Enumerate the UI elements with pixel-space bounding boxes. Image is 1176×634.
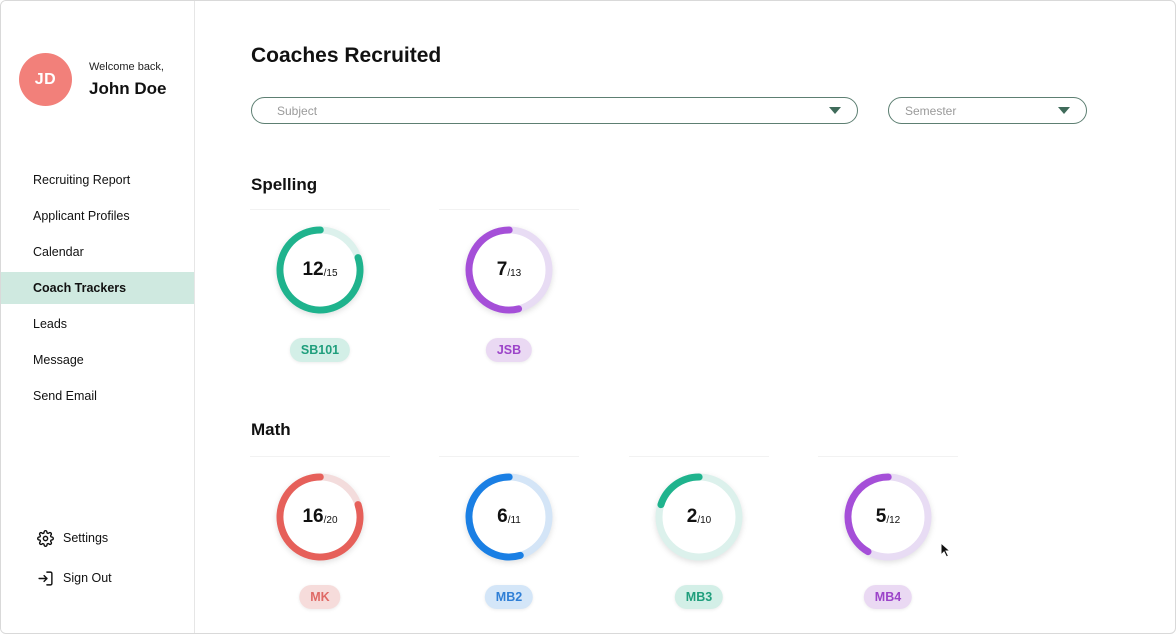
tracker-value: 16/20 — [274, 471, 366, 563]
page-title: Coaches Recruited — [251, 44, 442, 67]
sign-out-button[interactable]: Sign Out — [37, 565, 112, 591]
welcome-text: Welcome back, — [89, 60, 164, 73]
sidebar-item-message[interactable]: Message — [33, 353, 84, 367]
main-content: Coaches Recruited Subject Semester Spell… — [196, 1, 1175, 633]
tracker-card[interactable]: 6/11 MB2 — [439, 456, 579, 622]
chevron-down-icon — [1058, 107, 1070, 114]
tracker-card[interactable]: 12/15 SB101 — [250, 209, 390, 375]
tracker-value: 5/12 — [842, 471, 934, 563]
tracker-value: 6/11 — [463, 471, 555, 563]
sidebar-item-send-email[interactable]: Send Email — [33, 389, 97, 403]
tracker-value: 2/10 — [653, 471, 745, 563]
tracker-code-badge[interactable]: MK — [299, 585, 341, 609]
tracker-count: 16 — [302, 506, 324, 527]
subject-select[interactable]: Subject — [251, 97, 858, 124]
tracker-total: /15 — [323, 267, 338, 279]
user-name: John Doe — [89, 78, 167, 98]
tracker-card[interactable]: 7/13 JSB — [439, 209, 579, 375]
avatar[interactable]: JD — [19, 53, 72, 106]
tracker-count: 12 — [302, 259, 324, 280]
tracker-total: /11 — [507, 514, 521, 526]
progress-ring — [844, 473, 932, 561]
sign-out-label: Sign Out — [63, 571, 112, 585]
tracker-count: 2 — [686, 506, 698, 527]
sidebar-bottom: Settings Sign Out — [37, 525, 112, 605]
tracker-total: /13 — [507, 267, 522, 279]
semester-select[interactable]: Semester — [888, 97, 1087, 124]
tracker-card[interactable]: 2/10 MB3 — [629, 456, 769, 622]
sidebar-item-applicant-profiles[interactable]: Applicant Profiles — [33, 209, 130, 223]
tracker-card[interactable]: 16/20 MK — [250, 456, 390, 622]
tracker-count: 7 — [496, 259, 508, 280]
progress-ring — [465, 473, 553, 561]
progress-arc — [655, 473, 743, 561]
settings-label: Settings — [63, 531, 109, 545]
tracker-count: 5 — [875, 506, 887, 527]
settings-button[interactable]: Settings — [37, 525, 112, 551]
mouse-cursor-icon — [940, 542, 952, 558]
sidebar-item-coach-trackers[interactable]: Coach Trackers — [1, 272, 194, 304]
tracker-code-badge[interactable]: MB2 — [484, 585, 534, 609]
tracker-code-badge[interactable]: MB4 — [863, 585, 913, 609]
tracker-total: /12 — [886, 514, 901, 526]
sidebar: JD Welcome back, John Doe Recruiting Rep… — [1, 1, 195, 633]
tracker-code-badge[interactable]: MB3 — [674, 585, 724, 609]
subject-placeholder: Subject — [277, 103, 318, 118]
tracker-total: /10 — [697, 514, 712, 526]
sidebar-item-recruiting-report[interactable]: Recruiting Report — [33, 173, 131, 187]
sidebar-item-leads[interactable]: Leads — [33, 317, 68, 331]
sidebar-nav: Recruiting Report Applicant Profiles Cal… — [1, 164, 194, 416]
progress-arc — [465, 473, 553, 561]
progress-ring — [465, 226, 553, 314]
sidebar-item-calendar[interactable]: Calendar — [33, 245, 84, 259]
tracker-code-badge[interactable]: SB101 — [289, 338, 351, 362]
tracker-value: 7/13 — [463, 224, 555, 316]
section-title-math: Math — [251, 420, 291, 439]
progress-ring — [655, 473, 743, 561]
progress-arc — [465, 226, 553, 314]
tracker-total: /20 — [323, 514, 338, 526]
gear-icon — [37, 529, 54, 547]
tracker-value: 12/15 — [274, 224, 366, 316]
semester-placeholder: Semester — [905, 103, 957, 118]
welcome-block: Welcome back, John Doe — [89, 61, 166, 99]
tracker-card[interactable]: 5/12 MB4 — [818, 456, 958, 622]
progress-arc — [844, 473, 932, 561]
tracker-count: 6 — [497, 506, 508, 527]
user-profile: JD Welcome back, John Doe — [19, 53, 166, 106]
tracker-code-badge[interactable]: JSB — [485, 338, 533, 362]
progress-ring — [276, 473, 364, 561]
section-title-spelling: Spelling — [251, 175, 318, 194]
progress-arc — [276, 226, 364, 314]
chevron-down-icon — [829, 107, 841, 114]
progress-ring — [276, 226, 364, 314]
progress-arc — [276, 473, 364, 561]
sign-out-icon — [38, 570, 53, 586]
